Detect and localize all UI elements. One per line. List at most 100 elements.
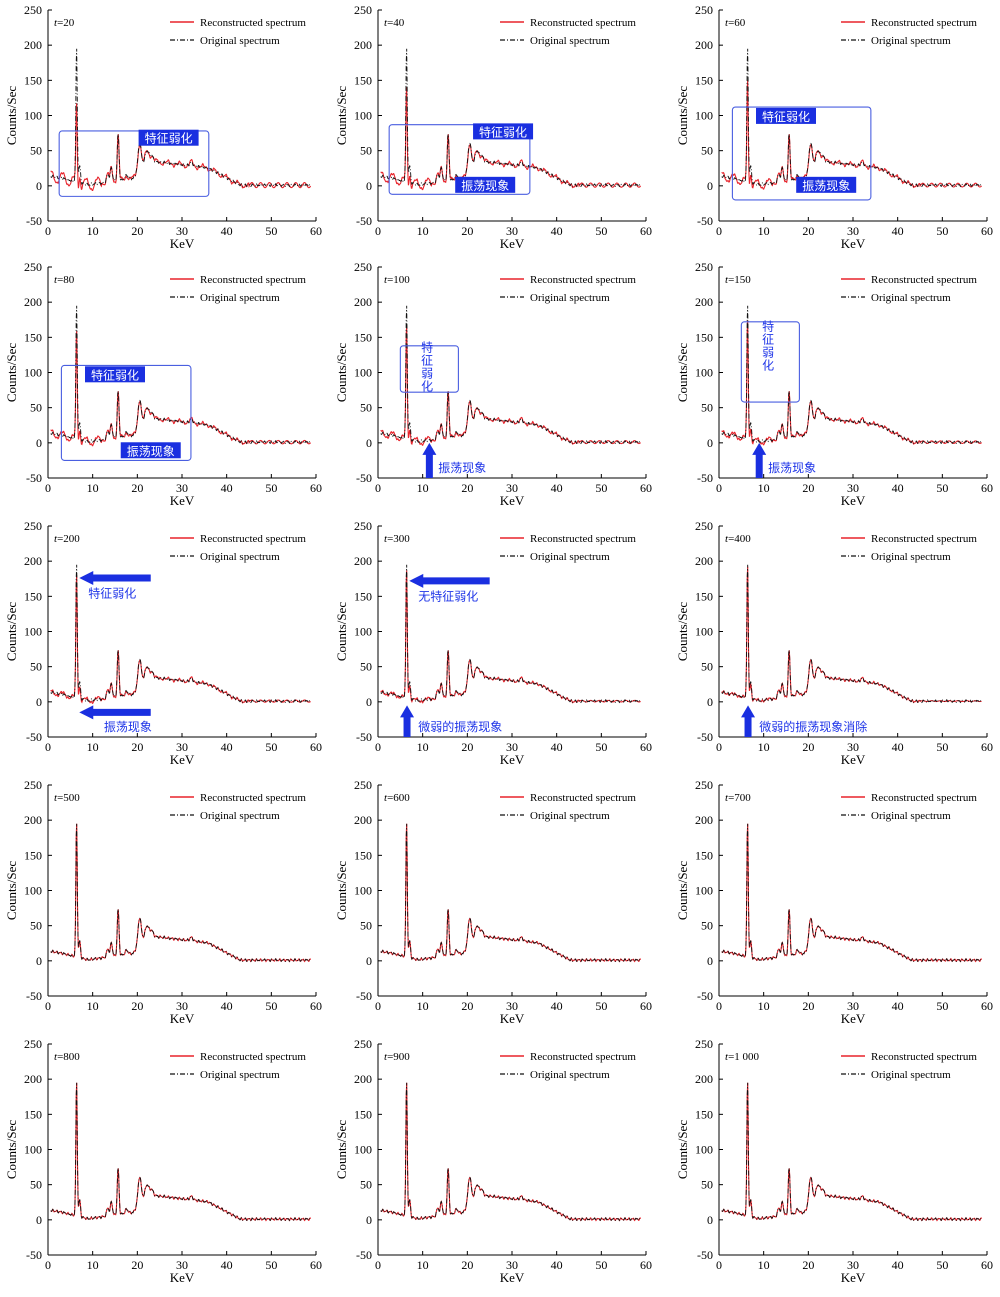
y-tick-label: 200 xyxy=(695,813,713,827)
y-axis-label: Counts/Sec xyxy=(4,343,19,402)
legend-original-label: Original spectrum xyxy=(200,810,280,822)
time-step-label: t=900 xyxy=(384,1051,410,1063)
y-tick-label: 200 xyxy=(354,1072,372,1086)
y-tick-label: -50 xyxy=(356,1248,372,1262)
y-tick-label: 100 xyxy=(354,366,372,380)
annotation-label-vertical: 特征弱化 xyxy=(421,339,433,393)
x-tick-label: 40 xyxy=(892,1258,904,1272)
x-tick-label: 50 xyxy=(936,481,948,495)
y-tick-label: 250 xyxy=(354,1037,372,1051)
y-tick-label: 50 xyxy=(360,401,372,415)
y-tick-label: -50 xyxy=(356,730,372,744)
time-step-value: =20 xyxy=(57,17,75,29)
legend-original-label: Original spectrum xyxy=(871,810,951,822)
y-tick-label: -50 xyxy=(697,471,713,485)
y-tick-label: -50 xyxy=(26,989,42,1003)
annotation-arrow-left xyxy=(409,573,490,588)
annotation-box xyxy=(399,345,459,393)
x-tick-label: 60 xyxy=(640,740,652,754)
time-step-value: =400 xyxy=(728,533,751,545)
x-tick-label: 50 xyxy=(265,1258,277,1272)
legend-reconstructed-label: Reconstructed spectrum xyxy=(530,792,636,804)
x-tick-label: 60 xyxy=(981,481,993,495)
x-tick-label: 10 xyxy=(758,1258,770,1272)
y-tick-label: 100 xyxy=(695,1143,713,1157)
y-tick-label: 100 xyxy=(354,884,372,898)
annotation-label: 微弱的振荡现象消除 xyxy=(759,719,867,734)
annotation-label: 特征弱化 xyxy=(88,586,136,601)
x-tick-label: 20 xyxy=(131,999,143,1013)
annotation-label-bg xyxy=(455,176,516,193)
y-tick-label: 100 xyxy=(354,625,372,639)
time-step-label: t=500 xyxy=(54,792,80,804)
legend-original-label: Original spectrum xyxy=(530,35,610,47)
x-tick-label: 30 xyxy=(847,740,859,754)
x-tick-label: 50 xyxy=(265,740,277,754)
y-tick-label: 0 xyxy=(36,436,42,450)
annotation-label: 振荡现象 xyxy=(104,720,152,734)
time-step-label: t=800 xyxy=(54,1051,80,1063)
annotation-char: 弱 xyxy=(762,345,774,359)
y-tick-label: 150 xyxy=(24,589,42,603)
y-tick-label: 150 xyxy=(354,330,372,344)
x-tick-label: 20 xyxy=(461,481,473,495)
y-tick-label: 200 xyxy=(24,295,42,309)
x-tick-label: 0 xyxy=(716,999,722,1013)
y-tick-label: 0 xyxy=(366,954,372,968)
y-tick-label: 200 xyxy=(695,38,713,52)
y-tick-label: 250 xyxy=(695,1037,713,1051)
y-axis-label: Counts/Sec xyxy=(4,86,19,145)
x-tick-label: 0 xyxy=(716,481,722,495)
legend-reconstructed-label: Reconstructed spectrum xyxy=(200,17,306,29)
x-tick-label: 50 xyxy=(936,999,948,1013)
time-step-value: =40 xyxy=(387,17,405,29)
annotation-arrow-left xyxy=(79,571,151,586)
legend-reconstructed-label: Reconstructed spectrum xyxy=(871,17,977,29)
y-axis-label: Counts/Sec xyxy=(334,861,349,920)
y-axis-label: Counts/Sec xyxy=(4,602,19,661)
annotation-arrow-left xyxy=(79,705,151,720)
legend-original-label: Original spectrum xyxy=(871,35,951,47)
legend-reconstructed-label: Reconstructed spectrum xyxy=(200,1051,306,1063)
x-tick-label: 30 xyxy=(506,481,518,495)
x-tick-label: 50 xyxy=(265,224,277,238)
x-tick-label: 20 xyxy=(131,1258,143,1272)
y-tick-label: 100 xyxy=(24,884,42,898)
y-tick-label: 150 xyxy=(695,848,713,862)
original-spectrum-line xyxy=(50,564,311,704)
y-tick-label: 100 xyxy=(695,366,713,380)
annotation-arrow-up xyxy=(400,705,415,737)
annotation-box xyxy=(740,321,800,403)
legend-original-label: Original spectrum xyxy=(200,35,280,47)
x-tick-label: 10 xyxy=(417,224,429,238)
x-axis-label: KeV xyxy=(841,493,866,508)
y-tick-label: 150 xyxy=(24,330,42,344)
time-step-symbol: t xyxy=(384,1051,388,1063)
original-spectrum-line xyxy=(380,48,641,188)
annotation-label: 特征弱化 xyxy=(479,124,527,139)
x-tick-label: 60 xyxy=(640,481,652,495)
x-tick-label: 40 xyxy=(221,481,233,495)
y-tick-label: 100 xyxy=(695,625,713,639)
y-tick-label: 150 xyxy=(24,73,42,87)
y-tick-label: 150 xyxy=(24,848,42,862)
y-tick-label: 50 xyxy=(701,144,713,158)
x-tick-label: 50 xyxy=(936,224,948,238)
time-step-value: =100 xyxy=(387,274,410,286)
y-tick-label: 200 xyxy=(695,554,713,568)
time-step-symbol: t xyxy=(384,533,388,545)
y-tick-label: 250 xyxy=(24,1037,42,1051)
annotation-label-bg xyxy=(473,123,534,140)
annotation-label: 振荡现象 xyxy=(127,444,175,458)
legend-reconstructed-label: Reconstructed spectrum xyxy=(871,533,977,545)
x-tick-label: 40 xyxy=(221,999,233,1013)
time-step-label: t=60 xyxy=(725,17,746,29)
